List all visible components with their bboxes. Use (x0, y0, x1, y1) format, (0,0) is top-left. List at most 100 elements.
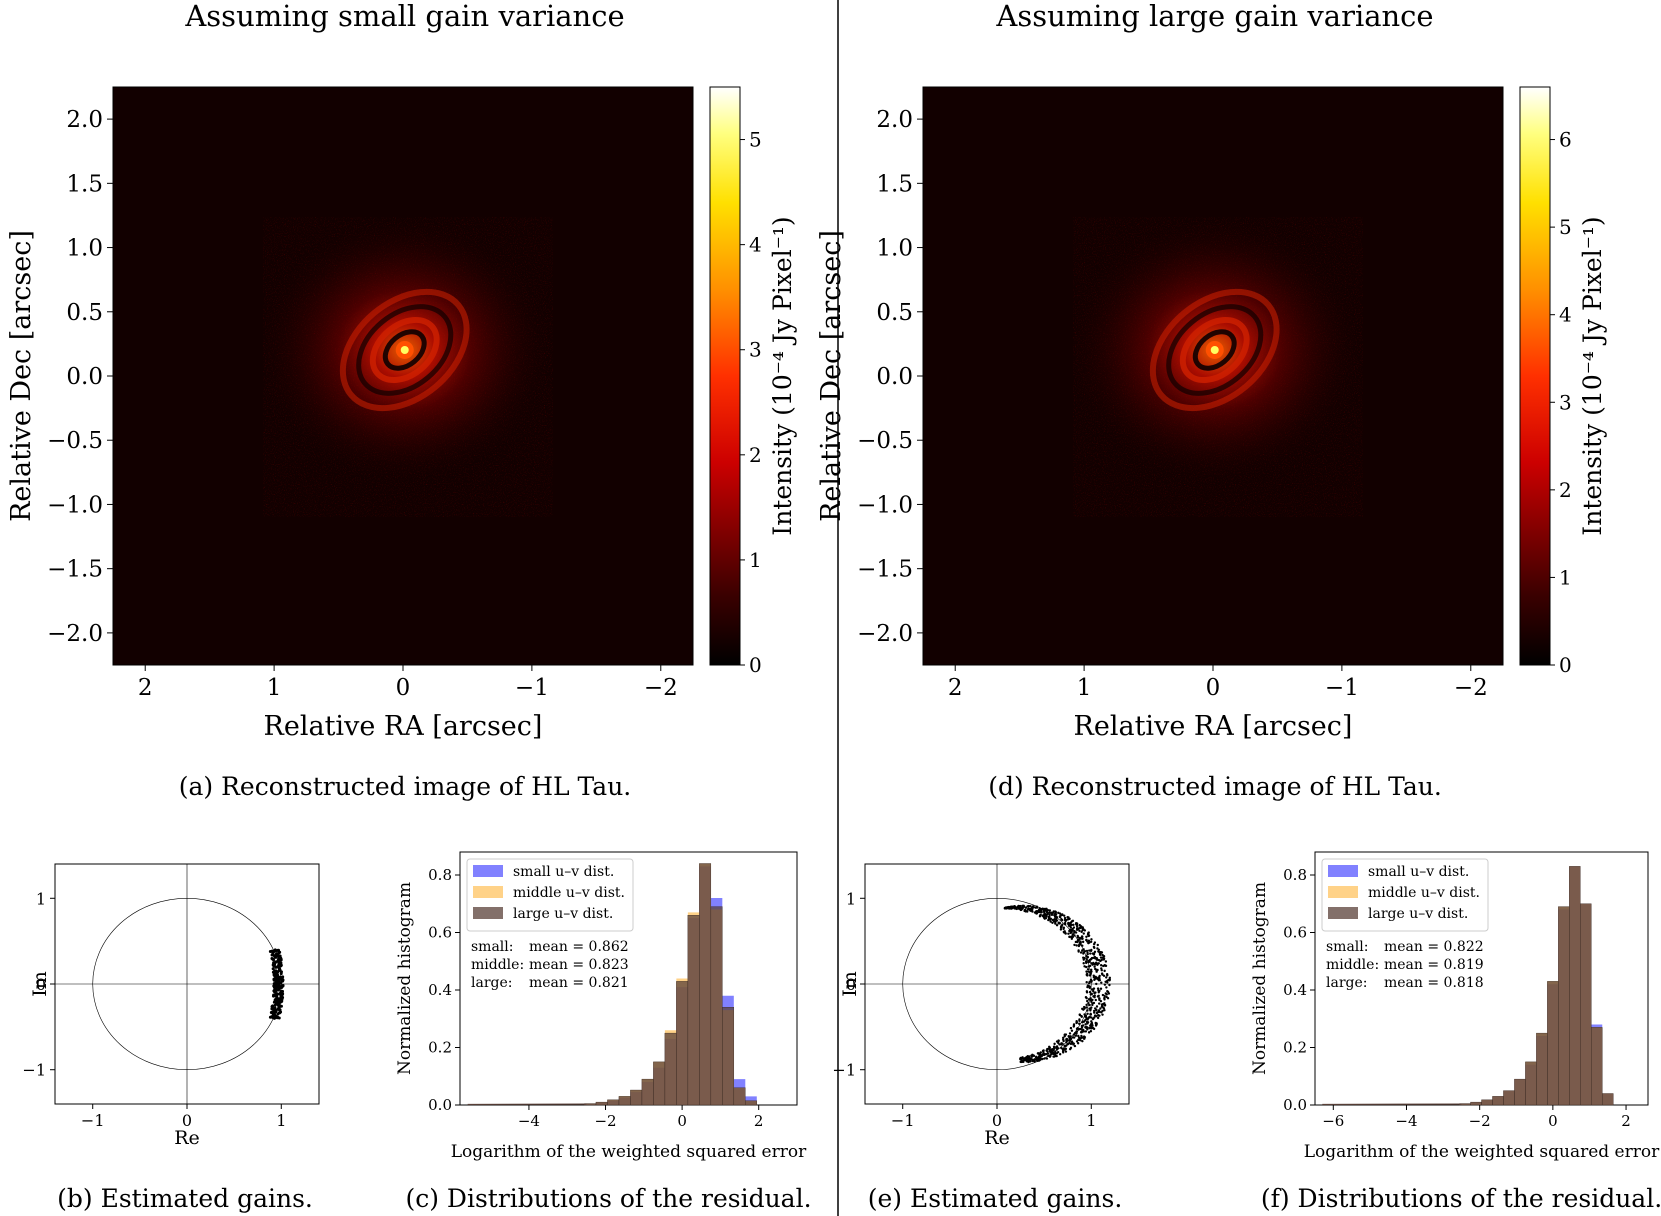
gain-point (1026, 1055, 1029, 1058)
gain-point (1046, 908, 1050, 912)
gain-point (1099, 953, 1102, 957)
gain-point (1072, 1023, 1076, 1026)
gain-point (1053, 1042, 1056, 1046)
column-small-gain: Assuming small gain variance 2 1 0 −1 −2 2.0 1.… (6, 0, 812, 1213)
gain-point (274, 989, 278, 993)
gain-point (275, 998, 279, 1002)
gain-point (1069, 926, 1073, 929)
gain-point (1093, 946, 1096, 950)
histogram-bar (630, 1089, 643, 1106)
gain-point (276, 1007, 280, 1011)
gain-point (1022, 904, 1025, 908)
gain-point (1075, 944, 1078, 947)
gain-point (1055, 916, 1059, 919)
gains-x-label: Re (984, 1127, 1010, 1149)
gain-point (1098, 989, 1101, 993)
gain-point (272, 984, 276, 988)
gain-point (1055, 1052, 1059, 1055)
x-tick-label: −2 (644, 675, 678, 701)
gain-point (1090, 1000, 1093, 1003)
gain-point (1051, 918, 1054, 922)
gain-point (1104, 964, 1108, 968)
x-axis-label: Relative RA [arcsec] (1074, 711, 1353, 742)
disk-ring (382, 329, 427, 371)
gain-point (1087, 941, 1090, 945)
gain-point (1062, 930, 1066, 934)
gain-point (1105, 995, 1108, 999)
image-caption: (a) Reconstructed image of HL Tau. (179, 772, 632, 801)
gain-point (1047, 916, 1051, 919)
colorbar-tick-label: 6 (1559, 128, 1572, 152)
column-heading: Assuming large gain variance (995, 0, 1433, 33)
gain-point (1096, 995, 1100, 998)
gain-point (1058, 1043, 1061, 1046)
gain-point (1035, 905, 1039, 908)
gain-point (1046, 912, 1049, 915)
hist-x-tick-label: −6 (1322, 1112, 1344, 1130)
gain-point (1088, 964, 1092, 968)
stat-label: middle: (1326, 957, 1379, 973)
hist-y-tick-label: 0.0 (1283, 1096, 1307, 1114)
hist-x-tick-label: 2 (1621, 1112, 1631, 1130)
gain-point (1069, 931, 1073, 934)
gain-point (1092, 976, 1096, 979)
histogram-bar (1569, 866, 1581, 1106)
gain-point (1077, 950, 1080, 953)
gain-point (1096, 943, 1099, 947)
gain-point (1073, 943, 1076, 947)
colorbar-tick-label: 1 (749, 548, 762, 572)
gain-point (1073, 1044, 1077, 1048)
colorbar-tick-label: 5 (1559, 215, 1572, 239)
gain-point (277, 979, 281, 983)
gain-point (1034, 910, 1038, 913)
gain-point (1084, 1030, 1088, 1033)
y-tick-label: −1.5 (47, 557, 103, 583)
gain-point (1073, 934, 1076, 937)
gain-point (270, 1007, 274, 1011)
gain-point (1061, 1036, 1065, 1040)
disk-peak (400, 345, 409, 354)
gain-point (1080, 1026, 1084, 1029)
gain-point (1067, 922, 1070, 926)
gain-point (278, 992, 282, 996)
gain-point (1095, 1008, 1098, 1011)
y-tick-label: 0.5 (876, 300, 913, 326)
stat-label: small: (1326, 939, 1368, 955)
gain-point (1108, 976, 1112, 980)
gain-point (1053, 920, 1056, 923)
gain-point (1086, 1012, 1089, 1015)
gain-point (1070, 937, 1074, 940)
gain-point (1059, 928, 1063, 931)
gain-point (1068, 917, 1071, 921)
histogram-bar (595, 1101, 608, 1106)
gain-point (271, 970, 275, 974)
histogram-bar (687, 915, 700, 1106)
gain-point (1085, 954, 1088, 958)
gain-point (1086, 1018, 1089, 1021)
gain-point (1096, 1016, 1100, 1020)
gain-point (280, 984, 284, 988)
gain-point (1084, 1023, 1087, 1026)
gain-point (1072, 1033, 1076, 1036)
gain-point (1063, 1044, 1066, 1048)
gain-point (1078, 1018, 1081, 1021)
gain-point (1103, 983, 1107, 986)
histogram-bar (1558, 906, 1570, 1106)
gain-point (1086, 1009, 1089, 1012)
colorbar (1519, 86, 1551, 666)
gain-point (1097, 978, 1100, 982)
gain-point (1063, 921, 1067, 925)
gain-point (1084, 960, 1088, 963)
y-tick-label: 2.0 (66, 107, 103, 133)
gain-point (1098, 1014, 1101, 1017)
gain-point (1028, 1059, 1031, 1063)
gain-point (1082, 962, 1085, 965)
residual-histogram-panel: −6 −4 −2 0 2 0.0 0.2 0.4 0.6 0.8 Logarithm of the … (1250, 851, 1660, 1162)
gain-point (1032, 1054, 1036, 1058)
gain-point (271, 950, 275, 954)
gain-point (1065, 1038, 1068, 1041)
gain-point (1008, 907, 1011, 910)
column-large-gain: Assuming large gain variance 2 1 0 −1 −2 2.0 1.… (816, 0, 1661, 1213)
gain-point (1078, 941, 1082, 944)
